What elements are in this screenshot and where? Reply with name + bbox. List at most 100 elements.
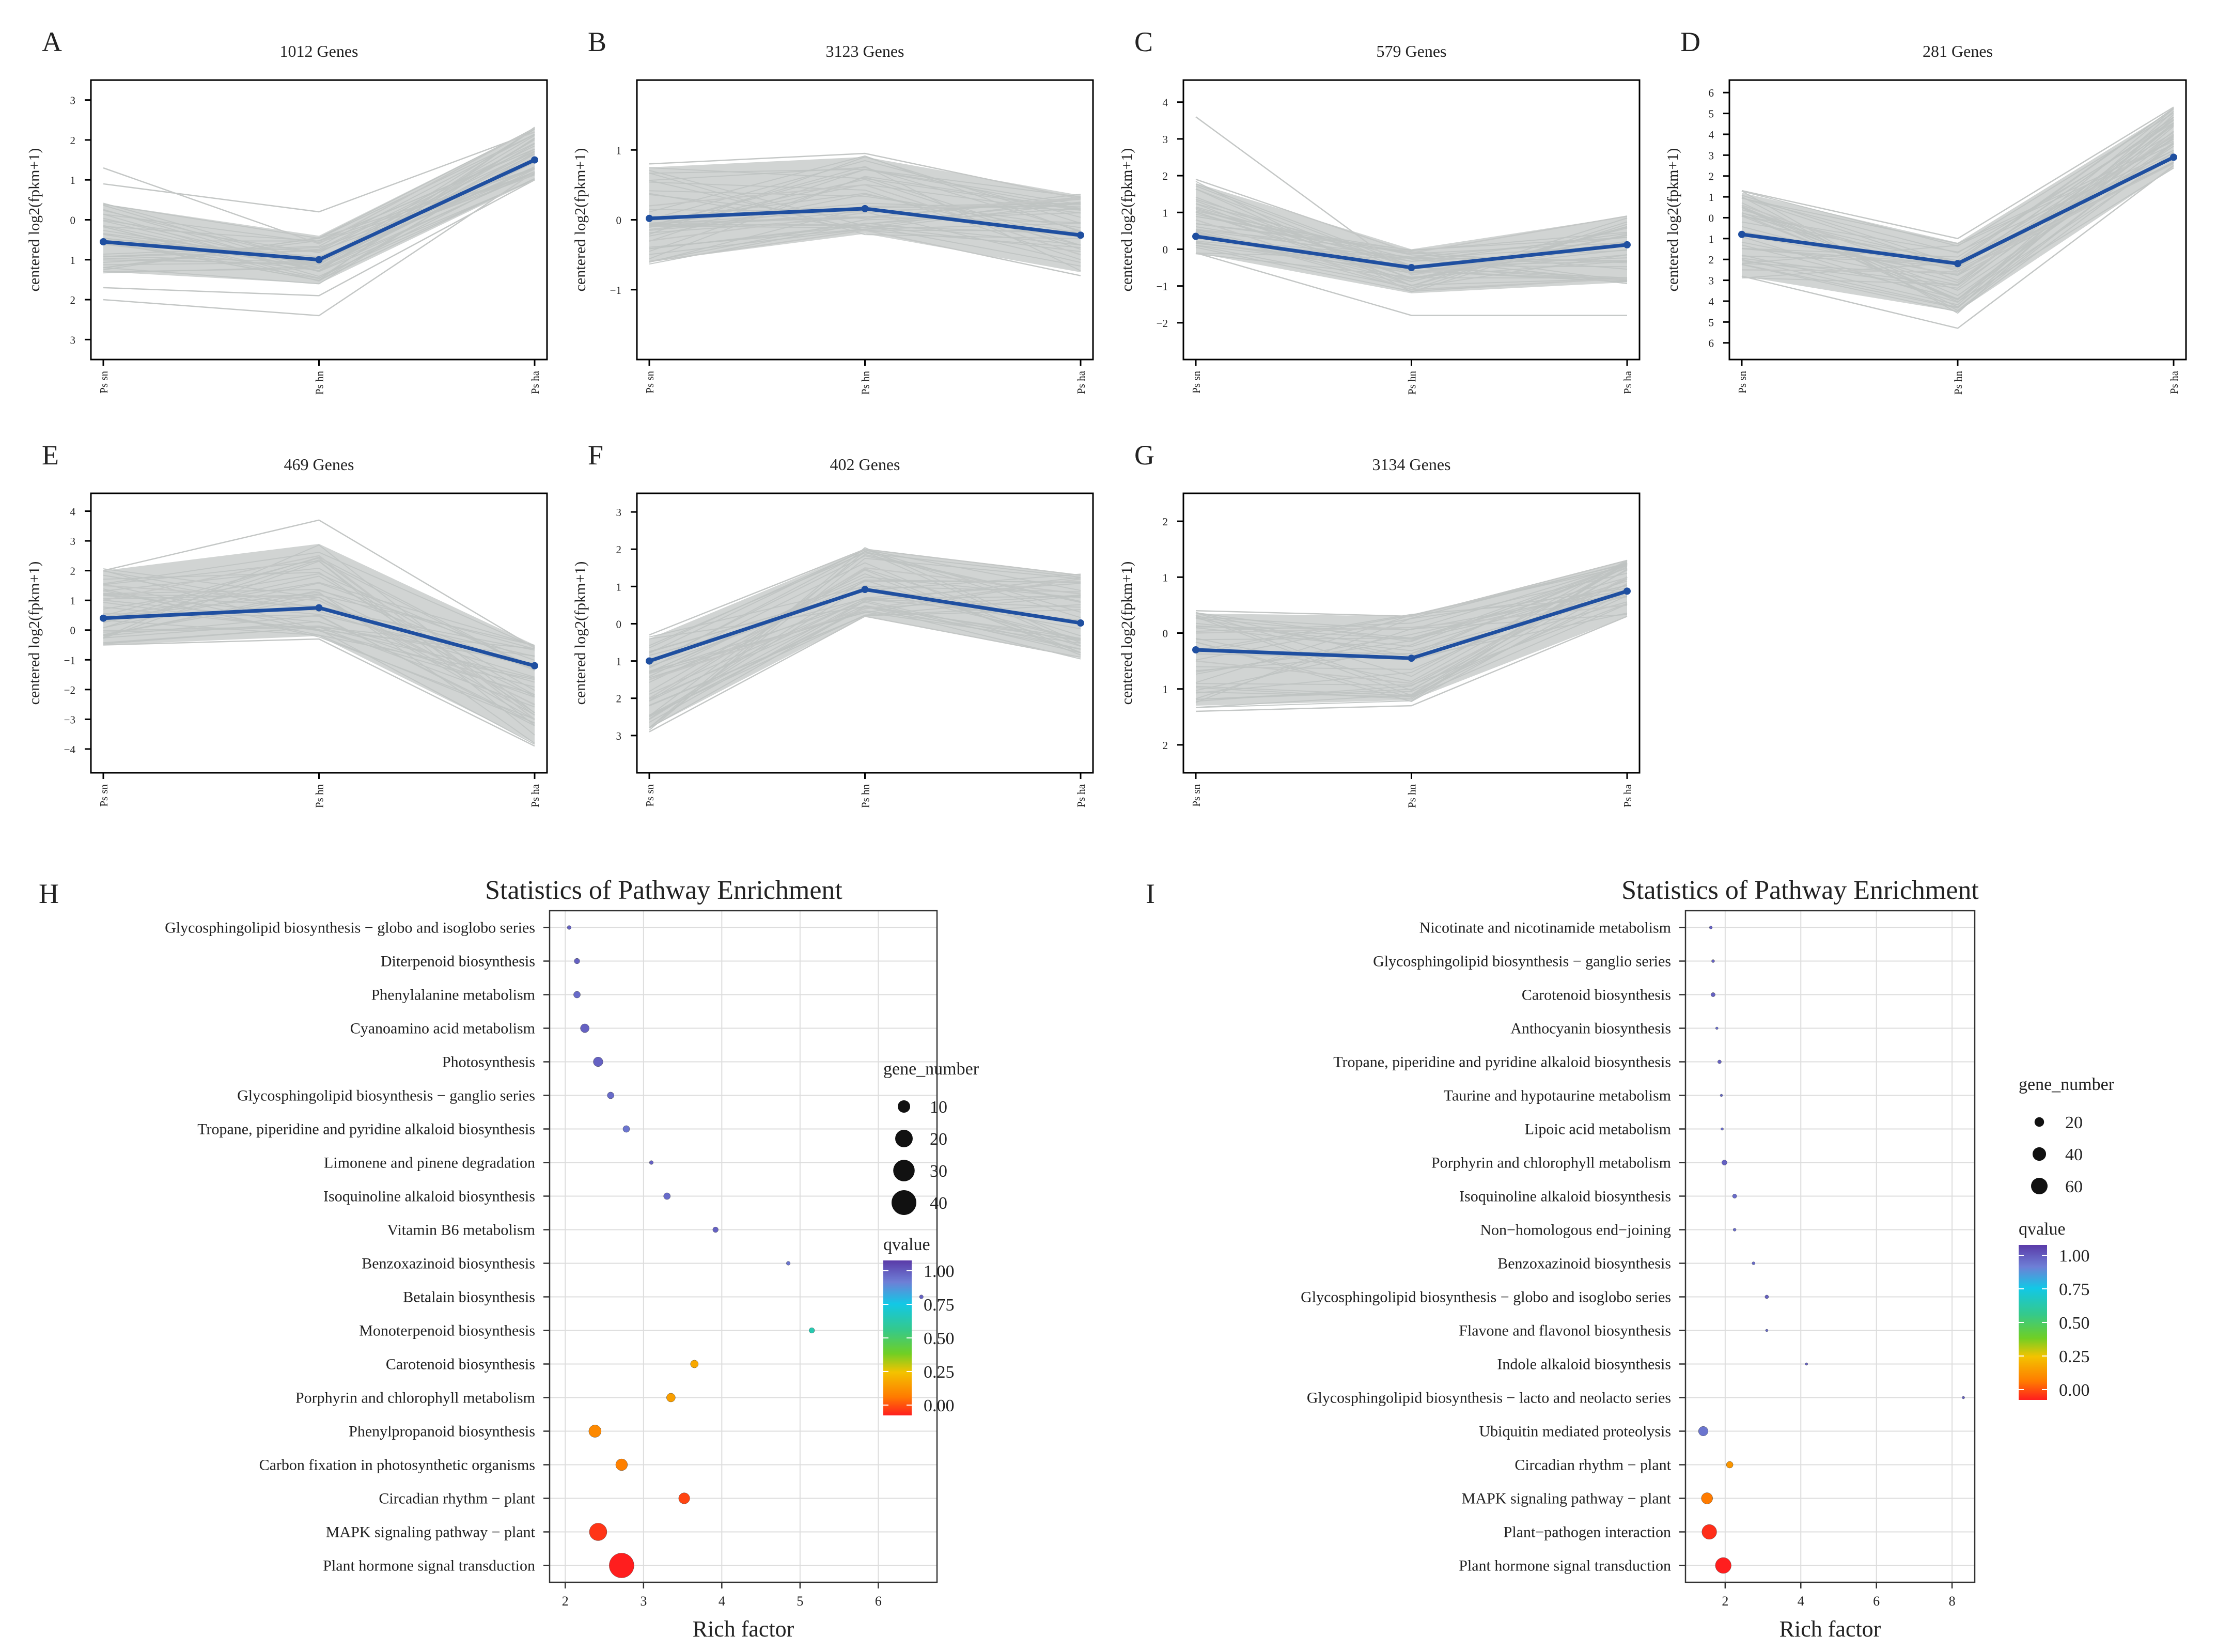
y-tick-label: −1 <box>610 284 621 297</box>
enrichment-dot <box>1805 1362 1808 1366</box>
mean-point <box>1623 241 1631 248</box>
pathway-label: Cyanoamino acid metabolism <box>350 1020 535 1037</box>
size-legend-label: 20 <box>930 1130 947 1149</box>
pathway-label: Phenylpropanoid biosynthesis <box>349 1423 535 1440</box>
mean-point <box>1192 646 1199 653</box>
pathway-label: Carotenoid biosynthesis <box>386 1356 535 1373</box>
line-panel-F: F 402 Genes centered log2(fpkm+1) 3 2 1 0 1 2 3 Ps… <box>572 440 1094 808</box>
plot-background <box>1685 911 1975 1582</box>
gene-line <box>1741 151 2174 313</box>
enrichment-dot <box>1962 1396 1965 1399</box>
gene-line-outlier <box>103 519 535 649</box>
gene-line <box>649 223 1081 265</box>
size-legend-label: 40 <box>2065 1145 2083 1164</box>
y-tick-label: 1 <box>1163 571 1168 584</box>
y-tick-label: −3 <box>64 713 75 726</box>
mean-point <box>1738 230 1745 238</box>
pathway-label: Benzoxazinoid biosynthesis <box>1497 1255 1671 1272</box>
panel-label: I <box>1146 878 1155 909</box>
plot-frame <box>1684 910 1976 1583</box>
gene-line <box>1195 563 1628 673</box>
enrichment-dot <box>1721 1127 1724 1131</box>
x-tick-label: Ps ha <box>1075 784 1087 807</box>
pathway-label: Tropane, piperidine and pyridine alkaloi… <box>1333 1054 1671 1071</box>
color-legend-label: 0.25 <box>2059 1347 2090 1366</box>
gene-line-outlier <box>649 615 1081 733</box>
enrichment-dot <box>1698 1426 1708 1436</box>
y-tick-label: 5 <box>1709 316 1714 329</box>
color-legend-label: 0.50 <box>2059 1314 2090 1333</box>
size-legend-dot <box>898 1100 910 1113</box>
size-legend-dot <box>2034 1117 2044 1127</box>
size-legend-dot <box>895 1130 913 1147</box>
y-tick-label: 0 <box>616 618 622 630</box>
y-tick-label: −1 <box>1157 280 1168 293</box>
pathway-label: Limonene and pinene degradation <box>324 1155 535 1172</box>
pathway-label: Lipoic acid metabolism <box>1525 1121 1671 1138</box>
y-axis-label: centered log2(fpkm+1) <box>1118 148 1135 292</box>
enrichment-dot <box>666 1393 676 1402</box>
x-tick-label: Ps ha <box>1621 370 1634 394</box>
gene-line-outlier <box>1741 165 2174 329</box>
gene-line <box>1195 559 1628 677</box>
pathway-label: Isoquinoline alkaloid biosynthesis <box>323 1188 535 1205</box>
color-legend-title: qvalue <box>2019 1220 2066 1239</box>
mean-point <box>861 586 869 594</box>
pathway-label: MAPK signaling pathway − plant <box>1462 1490 1672 1507</box>
gene-line-outlier <box>649 198 1081 242</box>
enrichment-dot <box>580 1023 589 1033</box>
x-tick-label: Ps ha <box>1075 370 1087 394</box>
gene-line <box>103 625 535 664</box>
y-axis-label: centered log2(fpkm+1) <box>26 148 43 292</box>
size-legend-label: 60 <box>2065 1177 2083 1196</box>
pathway-label: Plant hormone signal transduction <box>323 1557 535 1575</box>
enrichment-dot <box>1701 1524 1717 1540</box>
line-panel-D: D 281 Genes centered log2(fpkm+1) 6 5 4 3 2 1 0 1 2… <box>1664 26 2187 395</box>
pathway-label: Carotenoid biosynthesis <box>1522 987 1671 1004</box>
x-tick-label: 3 <box>640 1594 647 1609</box>
mean-point <box>100 614 107 622</box>
x-tick-label: Ps hn <box>314 371 326 395</box>
pathway-label: Plant hormone signal transduction <box>1459 1557 1671 1575</box>
x-tick-label: Ps sn <box>1190 371 1203 394</box>
panel-title: 1012 Genes <box>280 42 358 60</box>
line-panel-A: A 1012 Genes centered log2(fpkm+1) 3 2 1 0 1 2 3 P… <box>26 26 548 395</box>
color-legend-title: qvalue <box>883 1235 930 1254</box>
pathway-label: Ubiquitin mediated proteolysis <box>1479 1423 1671 1440</box>
gene-line-outlier <box>1195 252 1627 316</box>
enrichment-dot <box>589 1523 607 1541</box>
gene-line <box>649 557 1081 728</box>
pathway-label: Glycosphingolipid biosynthesis − ganglio… <box>237 1087 535 1104</box>
pathway-label: Taurine and hypotaurine metabolism <box>1444 1087 1671 1104</box>
gene-line <box>103 593 535 697</box>
y-tick-label: 2 <box>1709 254 1714 266</box>
gene-line-outlier <box>103 638 535 747</box>
gene-line <box>649 167 1081 211</box>
x-tick-label: Ps ha <box>2168 370 2180 394</box>
y-tick-label: 0 <box>70 625 76 637</box>
x-tick-label: Ps hn <box>1952 371 1964 395</box>
x-tick-label: Ps ha <box>1621 784 1634 807</box>
gene-line <box>1195 245 1628 288</box>
y-tick-label: 3 <box>1709 149 1714 162</box>
enrichment-dot <box>786 1261 791 1266</box>
pathway-label: Porphyrin and chlorophyll metabolism <box>1431 1155 1671 1172</box>
gene-band <box>103 128 535 284</box>
enrichment-dot <box>1709 926 1713 929</box>
gene-line-outlier <box>649 578 1081 680</box>
y-tick-label: 2 <box>1163 516 1168 528</box>
gene-line-outlier <box>103 555 535 720</box>
enrichment-panel-I: I Statistics of Pathway Enrichment Nicotin… <box>1146 876 2115 1642</box>
gene-line <box>649 160 1081 220</box>
gene-line <box>649 201 1081 250</box>
x-tick-label: 4 <box>719 1594 725 1609</box>
y-tick-label: 0 <box>70 214 76 227</box>
mean-point <box>315 604 323 612</box>
gene-line <box>1195 181 1628 293</box>
panel-title: Statistics of Pathway Enrichment <box>485 876 842 905</box>
gene-line <box>1741 117 2174 306</box>
pathway-label: Indole alkaloid biosynthesis <box>1497 1356 1671 1373</box>
y-axis-label: centered log2(fpkm+1) <box>572 562 589 705</box>
y-tick-label: 3 <box>1163 133 1168 146</box>
gene-line-outlier <box>1195 559 1628 617</box>
